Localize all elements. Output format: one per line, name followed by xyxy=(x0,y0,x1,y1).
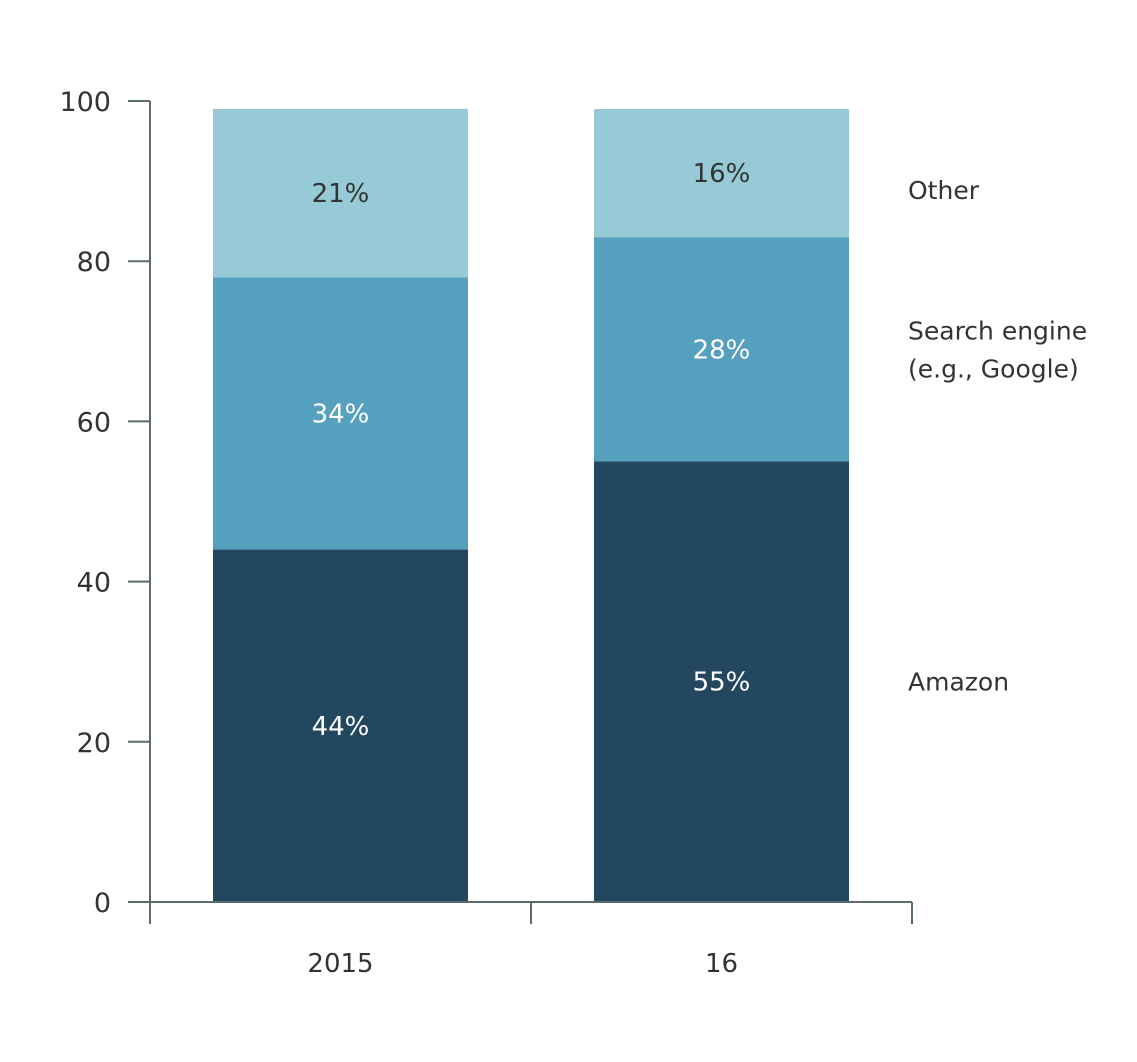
bar-segment xyxy=(213,109,468,278)
y-axis-ticks: 0 20 40 60 80 100 xyxy=(59,87,150,919)
segment-labels: 44% 34% 21% 55% 28% 16% xyxy=(312,159,751,742)
x-tick-label: 16 xyxy=(705,949,738,979)
data-label: 55% xyxy=(693,668,751,698)
data-label: 44% xyxy=(312,712,370,742)
x-tick-label: 2015 xyxy=(307,949,373,979)
legend: Amazon Search engine (e.g., Google) Other xyxy=(908,176,1087,697)
data-label: 16% xyxy=(693,159,751,189)
y-tick-label: 100 xyxy=(59,87,111,118)
bar-segment xyxy=(594,461,849,902)
y-tick-label: 0 xyxy=(94,888,111,919)
data-label: 34% xyxy=(312,399,370,429)
data-label: 21% xyxy=(312,179,370,209)
y-tick-label: 40 xyxy=(77,568,111,599)
y-tick-label: 80 xyxy=(77,247,111,278)
legend-label: Search engine (e.g., Google) xyxy=(908,316,1087,383)
legend-label: Other xyxy=(908,176,980,205)
x-axis-ticks: 2015 16 xyxy=(149,902,913,979)
bar-segment xyxy=(594,237,849,462)
data-label: 28% xyxy=(693,335,751,365)
bars xyxy=(213,109,849,902)
legend-label: Amazon xyxy=(908,668,1009,697)
y-tick-label: 20 xyxy=(77,728,111,759)
bar-segment xyxy=(213,277,468,550)
bar-segment xyxy=(594,109,849,238)
bar-segment xyxy=(213,549,468,902)
y-tick-label: 60 xyxy=(77,407,111,438)
